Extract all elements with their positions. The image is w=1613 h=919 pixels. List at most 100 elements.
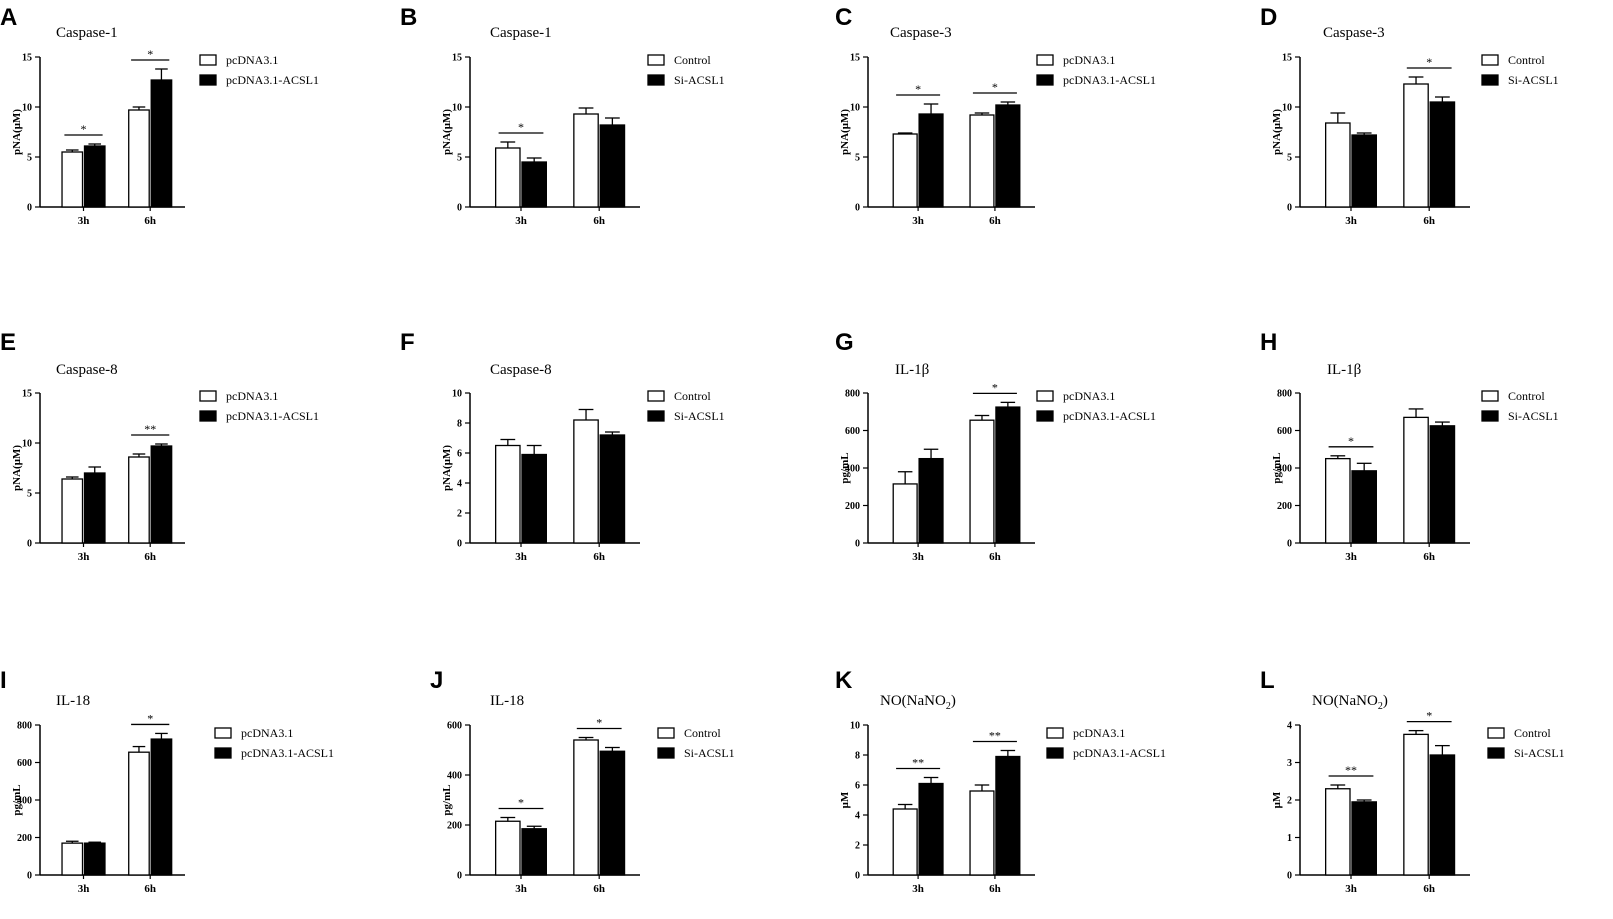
bar-black xyxy=(150,738,173,876)
bar-white xyxy=(573,113,599,208)
bar-black xyxy=(83,842,106,876)
legend-swatch xyxy=(1481,390,1499,402)
legend-label: pcDNA3.1-ACSL1 xyxy=(1063,409,1156,423)
panel-letter: J xyxy=(430,667,443,694)
legend-swatch xyxy=(1481,410,1499,422)
y-tick-label: 0 xyxy=(457,203,462,214)
legend-swatch xyxy=(1046,747,1064,759)
legend-label: pcDNA3.1 xyxy=(241,726,293,740)
bar-white xyxy=(128,456,150,544)
legend-swatch xyxy=(214,727,232,739)
chart-panel-f: F Caspase-8 pNA(μM) 0 2 4 6 8 10 3h 6h Control Si-AC… xyxy=(400,329,725,563)
bar-white xyxy=(892,808,918,876)
legend-label: pcDNA3.1 xyxy=(1063,389,1115,403)
panel-letter: B xyxy=(400,4,417,31)
chart-panel-c: C Caspase-3 pNA(μM) 0 5 10 15 3h * 6h * pcDNA3.1 pcD… xyxy=(835,4,1156,227)
y-axis-label: pg/mL xyxy=(1271,452,1283,483)
y-tick-label: 8 xyxy=(855,751,860,762)
chart-title: IL-1β xyxy=(895,362,929,378)
legend-label: Si-ACSL1 xyxy=(1508,409,1559,423)
bar-black xyxy=(1351,134,1378,208)
legend-label: pcDNA3.1-ACSL1 xyxy=(1063,73,1156,87)
bar-white xyxy=(1325,457,1351,544)
bar-white xyxy=(494,147,521,208)
bar-white xyxy=(128,109,150,208)
bar-black xyxy=(995,104,1021,208)
bar-black xyxy=(918,113,944,208)
x-tick-label: 3h xyxy=(515,551,527,563)
chart-title: Caspase-1 xyxy=(56,25,118,41)
legend-swatch xyxy=(1036,390,1054,402)
chart-panel-l: L NO(NaNO2) μM 0 1 2 3 4 3h ** 6h * Control Si-ACSL1 xyxy=(1260,667,1565,895)
legend-swatch xyxy=(199,410,217,422)
y-tick-label: 10 xyxy=(850,103,860,114)
y-tick-label: 15 xyxy=(1282,53,1292,64)
x-tick-label: 6h xyxy=(989,883,1001,895)
panel-letter: F xyxy=(400,329,415,356)
y-tick-label: 200 xyxy=(1277,501,1292,512)
y-tick-label: 8 xyxy=(457,419,462,430)
y-tick-label: 10 xyxy=(452,103,462,114)
panel-letter: G xyxy=(835,329,854,356)
bar-white xyxy=(128,751,150,876)
y-tick-label: 0 xyxy=(1287,203,1292,214)
y-tick-label: 0 xyxy=(855,203,860,214)
chart-panel-i: I IL-18 pg/mL 0 200 400 600 800 3h 6h * pcDNA3.1 pcD… xyxy=(0,667,334,895)
x-tick-label: 6h xyxy=(593,215,605,227)
chart-title: Caspase-3 xyxy=(1323,25,1385,41)
x-tick-label: 6h xyxy=(989,215,1001,227)
x-tick-label: 6h xyxy=(144,551,156,563)
y-tick-label: 4 xyxy=(1287,721,1292,732)
x-tick-label: 6h xyxy=(1423,883,1435,895)
x-tick-label: 3h xyxy=(1345,883,1357,895)
legend-label: pcDNA3.1-ACSL1 xyxy=(226,73,319,87)
legend-label: Control xyxy=(1514,726,1551,740)
legend-swatch xyxy=(1036,74,1054,86)
legend-label: Si-ACSL1 xyxy=(674,73,725,87)
significance-marker: * xyxy=(147,47,153,61)
bar-black xyxy=(1429,754,1456,876)
legend-label: Control xyxy=(674,53,711,67)
y-tick-label: 5 xyxy=(27,153,32,164)
significance-marker: * xyxy=(518,796,524,810)
chart-title: IL-1β xyxy=(1327,362,1361,378)
y-tick-label: 6 xyxy=(457,449,462,460)
chart-title: NO(NaNO2) xyxy=(880,693,956,712)
bar-white xyxy=(1403,83,1429,208)
bar-white xyxy=(1325,788,1351,876)
y-tick-label: 400 xyxy=(17,796,32,807)
legend-label: Si-ACSL1 xyxy=(1508,73,1559,87)
legend-label: pcDNA3.1 xyxy=(1063,53,1115,67)
x-tick-label: 3h xyxy=(515,215,527,227)
y-tick-label: 2 xyxy=(1287,796,1292,807)
y-tick-label: 15 xyxy=(452,53,462,64)
y-tick-label: 2 xyxy=(457,509,462,520)
chart-title: IL-18 xyxy=(490,693,524,709)
y-tick-label: 4 xyxy=(855,811,860,822)
y-tick-label: 0 xyxy=(1287,539,1292,550)
title-end: ) xyxy=(951,693,956,709)
bar-white xyxy=(969,419,995,544)
chart-panel-g: G IL-1β pg/mL 0 200 400 600 800 3h 6h * pcDNA3.1 pcD… xyxy=(835,329,1156,563)
y-tick-label: 0 xyxy=(27,539,32,550)
legend-swatch xyxy=(199,390,217,402)
x-tick-label: 6h xyxy=(144,883,156,895)
y-tick-label: 10 xyxy=(22,439,32,450)
x-tick-label: 6h xyxy=(144,215,156,227)
y-tick-label: 0 xyxy=(27,203,32,214)
bar-black xyxy=(521,828,548,876)
y-tick-label: 0 xyxy=(855,871,860,882)
y-tick-label: 5 xyxy=(27,489,32,500)
bar-black xyxy=(599,124,626,208)
y-axis-label: pNA(μM) xyxy=(441,445,453,491)
chart-title: Caspase-3 xyxy=(890,25,952,41)
bar-black xyxy=(83,472,106,544)
legend-label: Control xyxy=(674,389,711,403)
y-tick-label: 400 xyxy=(845,464,860,475)
bar-white xyxy=(573,739,599,876)
bar-white xyxy=(892,133,918,208)
panel-letter: K xyxy=(835,667,853,694)
legend-label: pcDNA3.1-ACSL1 xyxy=(241,746,334,760)
y-tick-label: 600 xyxy=(845,426,860,437)
chart-title: Caspase-1 xyxy=(490,25,552,41)
